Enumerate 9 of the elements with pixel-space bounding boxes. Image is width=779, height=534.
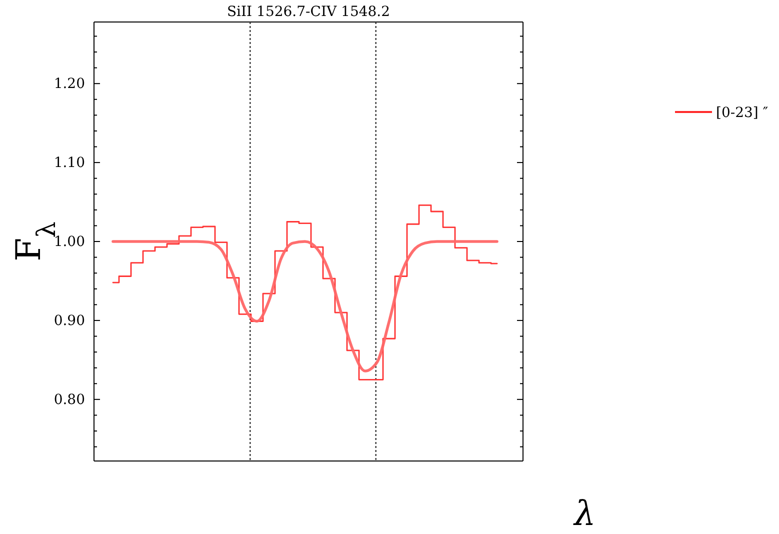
- y-tick-label: 0.80: [54, 392, 85, 408]
- legend-label: [0-23] ″: [716, 105, 768, 121]
- y-tick-label: 1.00: [54, 234, 85, 250]
- y-tick-label: 1.10: [54, 155, 85, 172]
- chart-title: SiII 1526.7-CIV 1548.2: [226, 4, 390, 20]
- x-axis-title: λ: [572, 494, 596, 534]
- y-tick-label: 1.20: [54, 76, 85, 92]
- line-series: [112, 240, 498, 372]
- y-tick-label: 0.90: [54, 312, 85, 329]
